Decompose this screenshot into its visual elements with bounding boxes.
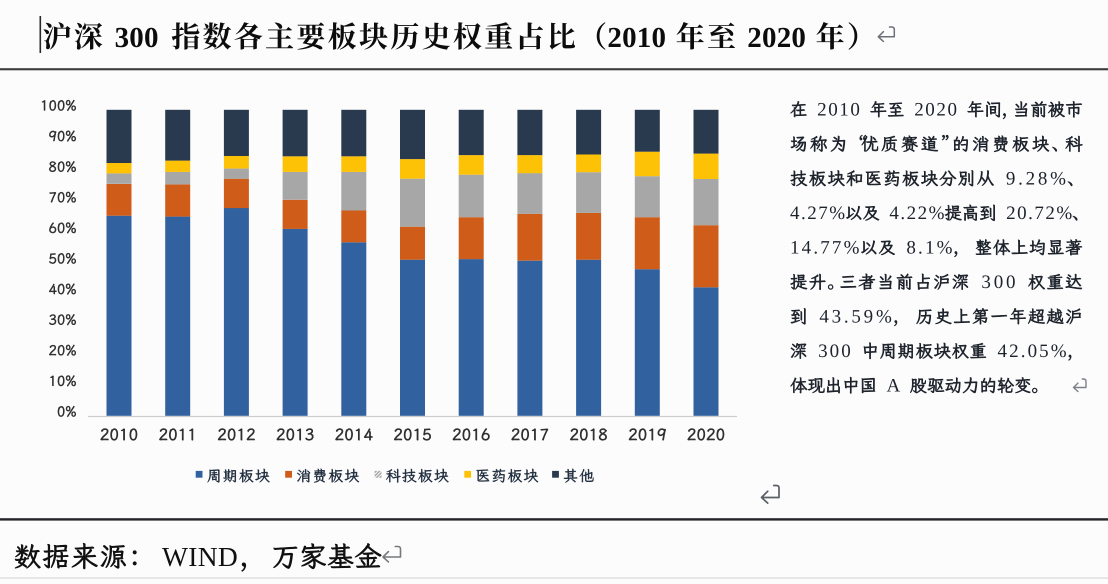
svg-text:2010: 2010 (607, 22, 666, 54)
svg-text:43.59%: 43.59% (819, 307, 894, 328)
svg-text:2010: 2010 (817, 100, 861, 121)
svg-text:300: 300 (818, 341, 853, 362)
svg-text:2020: 2020 (747, 22, 806, 54)
svg-text:14.77%: 14.77% (790, 238, 862, 259)
svg-text:8.1%: 8.1% (906, 238, 954, 259)
svg-text:2020: 2020 (914, 100, 958, 121)
svg-text:9.28%: 9.28% (1006, 169, 1069, 190)
svg-text:4.27%: 4.27% (790, 203, 847, 224)
svg-text:300: 300 (981, 272, 1018, 293)
svg-text:20.72%: 20.72% (1006, 203, 1074, 224)
svg-text:42.05%: 42.05% (998, 341, 1069, 362)
svg-text:WIND: WIND (162, 541, 238, 572)
svg-text:A: A (887, 376, 902, 397)
svg-text:4.22%: 4.22% (889, 203, 946, 224)
svg-text:300: 300 (115, 22, 159, 54)
